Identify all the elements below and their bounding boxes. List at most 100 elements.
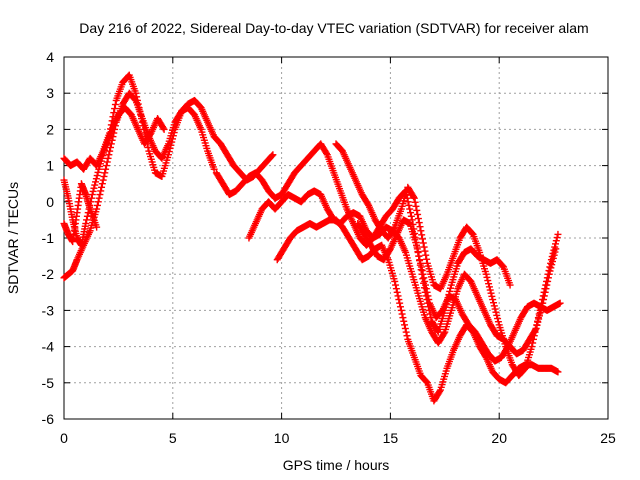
x-axis-ticks: 0 5 10 15 20 25 <box>60 57 616 446</box>
data-point <box>105 151 113 159</box>
data-point <box>268 152 276 160</box>
data-point <box>96 191 104 199</box>
data-point <box>98 183 106 191</box>
data-point <box>402 328 410 336</box>
y-tick-label: 4 <box>46 49 54 65</box>
data-point <box>394 292 402 300</box>
data-point <box>482 270 490 278</box>
data-point <box>403 332 411 340</box>
x-tick-label: 10 <box>274 430 290 446</box>
data-point <box>94 198 102 206</box>
data-point <box>424 292 432 300</box>
data-point <box>102 165 110 173</box>
data-point <box>447 284 455 292</box>
data-point <box>542 281 550 289</box>
data-point <box>99 176 107 184</box>
data-points <box>60 71 564 405</box>
data-point <box>131 96 139 104</box>
data-point <box>528 343 536 351</box>
data-point <box>538 296 546 304</box>
data-point <box>417 227 425 235</box>
data-point <box>415 252 423 260</box>
data-point <box>405 201 413 209</box>
data-point <box>106 147 114 155</box>
data-point <box>101 169 109 177</box>
data-point <box>88 191 96 199</box>
y-tick-label: 0 <box>46 194 54 210</box>
data-point <box>421 247 429 255</box>
data-point <box>93 205 101 213</box>
data-point <box>417 259 425 267</box>
data-point <box>111 101 119 109</box>
data-point <box>544 270 552 278</box>
data-point <box>146 130 154 138</box>
data-point <box>415 219 423 227</box>
data-point <box>423 255 431 263</box>
x-tick-label: 5 <box>169 430 177 446</box>
data-point <box>530 332 538 340</box>
data-point <box>546 263 554 271</box>
y-tick-label: -3 <box>42 302 55 318</box>
data-point <box>391 277 399 285</box>
x-tick-label: 20 <box>491 430 507 446</box>
data-point <box>545 267 553 275</box>
data-point <box>395 296 403 304</box>
data-point <box>492 308 500 316</box>
data-point <box>386 246 394 254</box>
data-point <box>407 209 415 217</box>
data-point <box>404 198 412 206</box>
data-point <box>494 318 502 326</box>
data-point <box>414 215 422 223</box>
data-point <box>423 288 431 296</box>
y-tick-label: -2 <box>42 266 55 282</box>
data-point <box>436 387 444 395</box>
data-point <box>433 327 441 335</box>
data-point <box>392 285 400 293</box>
data-point <box>412 202 420 210</box>
data-point <box>540 288 548 296</box>
data-point <box>124 72 132 80</box>
data-point <box>552 240 560 248</box>
data-point <box>399 314 407 322</box>
data-point <box>93 223 101 231</box>
data-point <box>420 243 428 251</box>
data-point <box>413 206 421 214</box>
data-point <box>104 154 112 162</box>
data-point <box>535 310 543 318</box>
y-axis-label: SDTVAR / TECUs <box>5 182 21 294</box>
y-tick-label: -5 <box>42 375 55 391</box>
data-point <box>416 256 424 264</box>
data-point <box>421 281 429 289</box>
data-point <box>160 125 168 133</box>
data-point <box>440 329 448 337</box>
data-point <box>422 251 430 259</box>
data-point <box>421 277 429 285</box>
data-point <box>401 325 409 332</box>
data-point <box>423 378 431 386</box>
data-point <box>159 124 167 132</box>
data-point <box>398 310 406 318</box>
data-point <box>551 243 559 251</box>
data-point <box>419 270 427 278</box>
y-tick-label: -6 <box>42 411 55 427</box>
data-point <box>107 140 115 148</box>
data-point <box>322 149 330 157</box>
data-point <box>100 172 108 180</box>
data-point <box>414 210 422 218</box>
data-point <box>413 241 421 249</box>
x-tick-label: 25 <box>600 430 616 446</box>
data-point <box>92 175 100 183</box>
data-point <box>506 281 514 289</box>
data-point <box>468 229 476 237</box>
data-point <box>534 317 542 325</box>
data-point <box>396 303 404 311</box>
data-point <box>397 306 405 314</box>
data-point <box>93 201 101 209</box>
x-axis-label: GPS time / hours <box>283 457 390 473</box>
data-point <box>417 263 425 271</box>
data-point <box>91 181 99 189</box>
data-point <box>488 292 496 300</box>
data-point <box>401 321 409 329</box>
data-point <box>484 277 492 285</box>
data-point <box>89 187 97 195</box>
